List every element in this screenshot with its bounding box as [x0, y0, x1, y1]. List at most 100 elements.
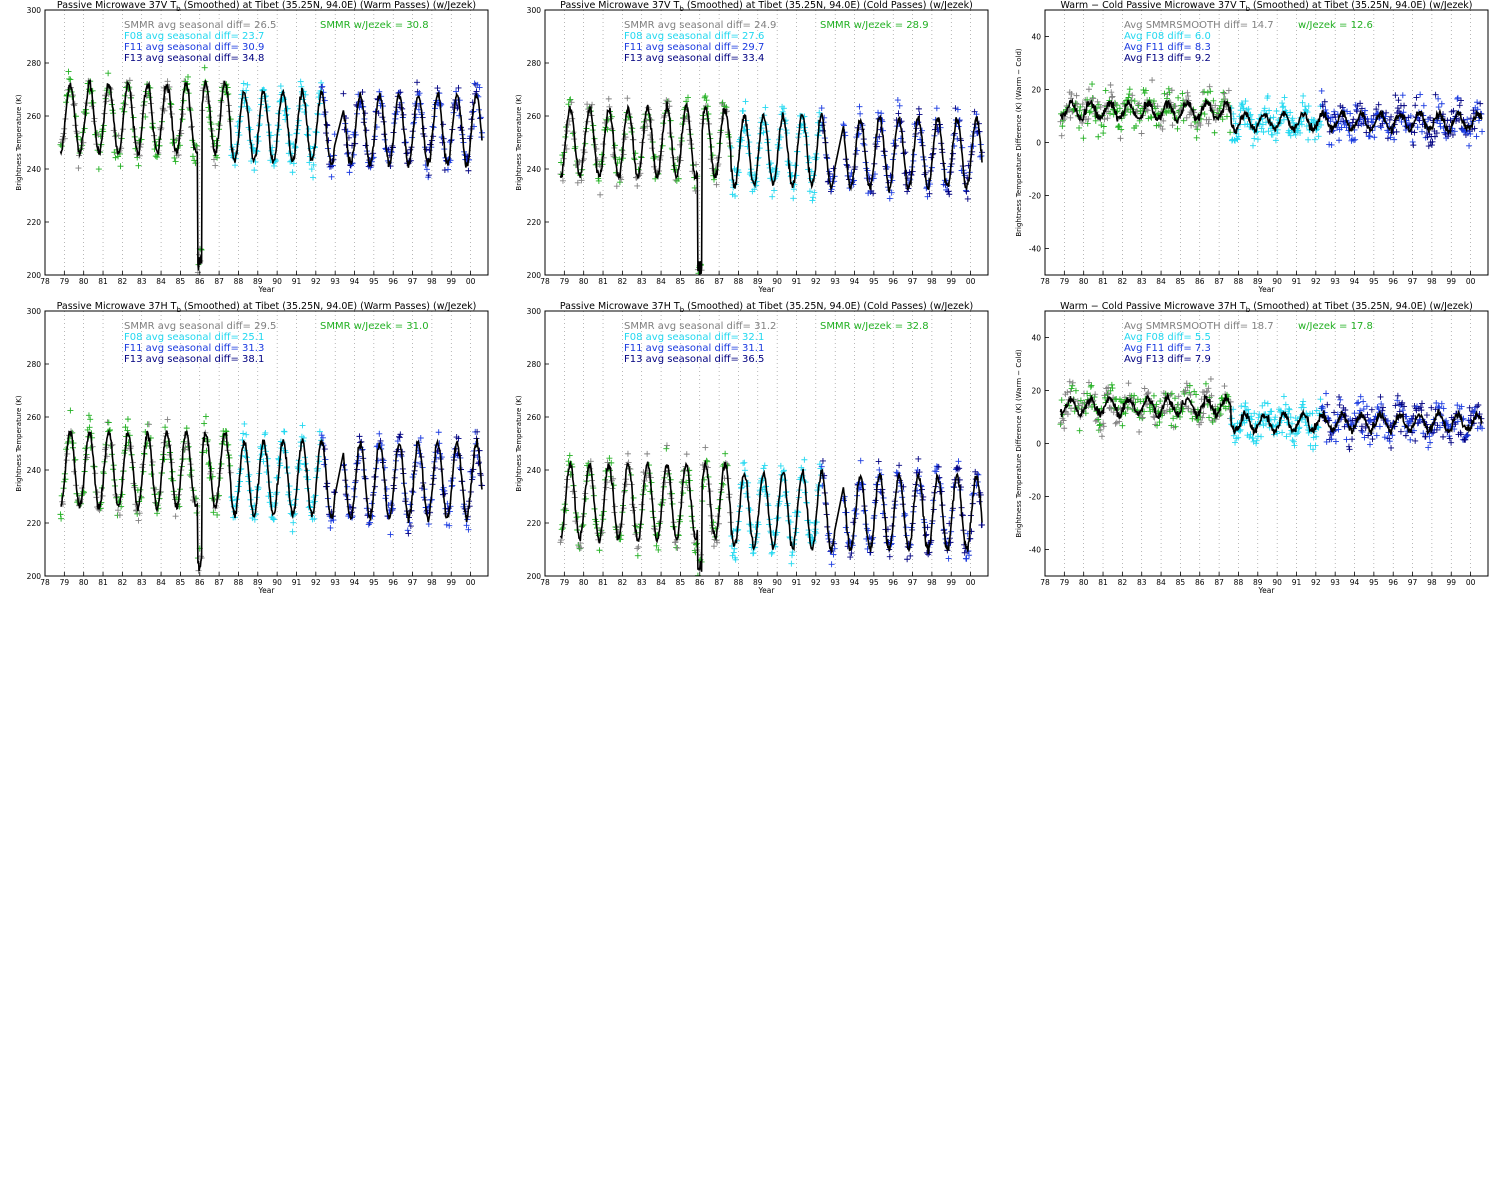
x-tick-label: 95	[369, 578, 379, 587]
x-tick-label: 82	[118, 277, 128, 286]
data-marker	[1092, 391, 1099, 398]
plot-frame	[44, 310, 489, 577]
data-marker	[663, 442, 670, 449]
data-marker	[1300, 398, 1307, 405]
data-marker	[816, 109, 823, 116]
data-marker	[886, 195, 893, 202]
data-marker	[634, 552, 641, 559]
x-tick-label: 85	[676, 277, 686, 286]
data-marker	[1118, 126, 1125, 133]
data-marker	[1418, 128, 1425, 135]
data-marker	[105, 70, 112, 77]
data-marker	[1346, 446, 1353, 453]
data-marker	[1058, 397, 1065, 404]
data-marker	[1386, 435, 1393, 442]
data-marker	[722, 450, 729, 457]
y-tick-label: -40	[1029, 245, 1041, 254]
x-tick-label: 96	[1388, 277, 1398, 286]
data-marker	[789, 549, 796, 556]
data-marker	[894, 97, 901, 104]
data-marker	[145, 421, 152, 428]
data-marker	[319, 83, 326, 90]
data-marker	[1444, 133, 1451, 140]
data-marker	[1253, 440, 1260, 447]
data-marker	[1272, 414, 1279, 421]
annotation-text: SMMR w/Jezek = 32.8	[820, 321, 929, 332]
annotation-text: F13 avg seasonal diff= 33.4	[624, 53, 764, 64]
data-marker	[1261, 105, 1268, 112]
data-marker	[1210, 97, 1217, 104]
data-marker	[857, 457, 864, 464]
data-marker	[1283, 433, 1290, 440]
data-marker	[407, 146, 414, 153]
data-marker	[1449, 131, 1456, 138]
data-marker	[728, 144, 735, 151]
data-marker	[582, 495, 589, 502]
data-marker	[1464, 431, 1471, 438]
data-marker	[1107, 81, 1114, 88]
data-marker	[1471, 125, 1478, 132]
data-marker	[1251, 410, 1258, 417]
data-marker	[1225, 87, 1232, 94]
data-marker	[963, 555, 970, 562]
data-marker	[876, 466, 883, 473]
x-tick-label: 89	[253, 277, 263, 286]
data-marker	[1299, 401, 1306, 408]
data-marker	[1136, 100, 1143, 107]
y-tick-label: 220	[527, 218, 542, 227]
data-marker	[1102, 394, 1109, 401]
data-marker	[441, 167, 448, 174]
data-marker	[244, 81, 251, 88]
data-marker	[577, 544, 584, 551]
y-tick-label: 200	[27, 271, 42, 280]
x-tick-label: 80	[579, 277, 589, 286]
data-marker	[1310, 446, 1317, 453]
data-marker	[635, 543, 642, 550]
data-marker	[741, 467, 748, 474]
data-marker	[1287, 414, 1294, 421]
data-marker	[1220, 89, 1227, 96]
data-marker	[1232, 120, 1239, 127]
data-marker	[1428, 404, 1435, 411]
x-tick-label: 80	[79, 578, 89, 587]
data-marker	[116, 512, 123, 519]
data-marker	[1148, 114, 1155, 121]
data-marker	[1131, 392, 1138, 399]
data-marker	[387, 531, 394, 538]
data-marker	[1058, 132, 1065, 139]
data-marker	[1193, 391, 1200, 398]
data-marker	[1068, 91, 1075, 98]
data-marker	[1457, 97, 1464, 104]
data-marker	[1384, 417, 1391, 424]
data-marker	[1454, 95, 1461, 102]
data-marker	[1175, 94, 1182, 101]
data-marker	[259, 450, 266, 457]
data-marker	[58, 515, 65, 522]
data-marker	[1109, 385, 1116, 392]
annotation-text: Avg SMMRSMOOTH diff= 18.7	[1124, 321, 1274, 332]
data-marker	[1076, 124, 1083, 131]
data-marker	[1087, 383, 1094, 390]
data-marker	[1463, 432, 1470, 439]
data-marker	[1217, 411, 1224, 418]
data-marker	[605, 95, 612, 102]
data-marker	[210, 156, 217, 163]
data-marker	[1378, 400, 1385, 407]
data-marker	[1362, 107, 1369, 114]
data-marker	[124, 427, 131, 434]
data-marker	[85, 412, 92, 419]
x-tick-label: 97	[408, 578, 418, 587]
data-marker	[1269, 131, 1276, 138]
x-tick-label: 91	[792, 578, 802, 587]
x-tick-label: 00	[466, 277, 476, 286]
data-marker	[719, 99, 726, 106]
data-marker	[280, 428, 287, 435]
x-tick-label: 92	[811, 578, 821, 587]
data-marker	[1363, 403, 1370, 410]
data-marker	[240, 80, 247, 87]
data-marker	[1198, 396, 1205, 403]
data-marker	[1373, 106, 1380, 113]
data-marker	[1263, 420, 1269, 427]
data-marker	[1153, 401, 1160, 408]
data-marker	[1125, 94, 1132, 101]
